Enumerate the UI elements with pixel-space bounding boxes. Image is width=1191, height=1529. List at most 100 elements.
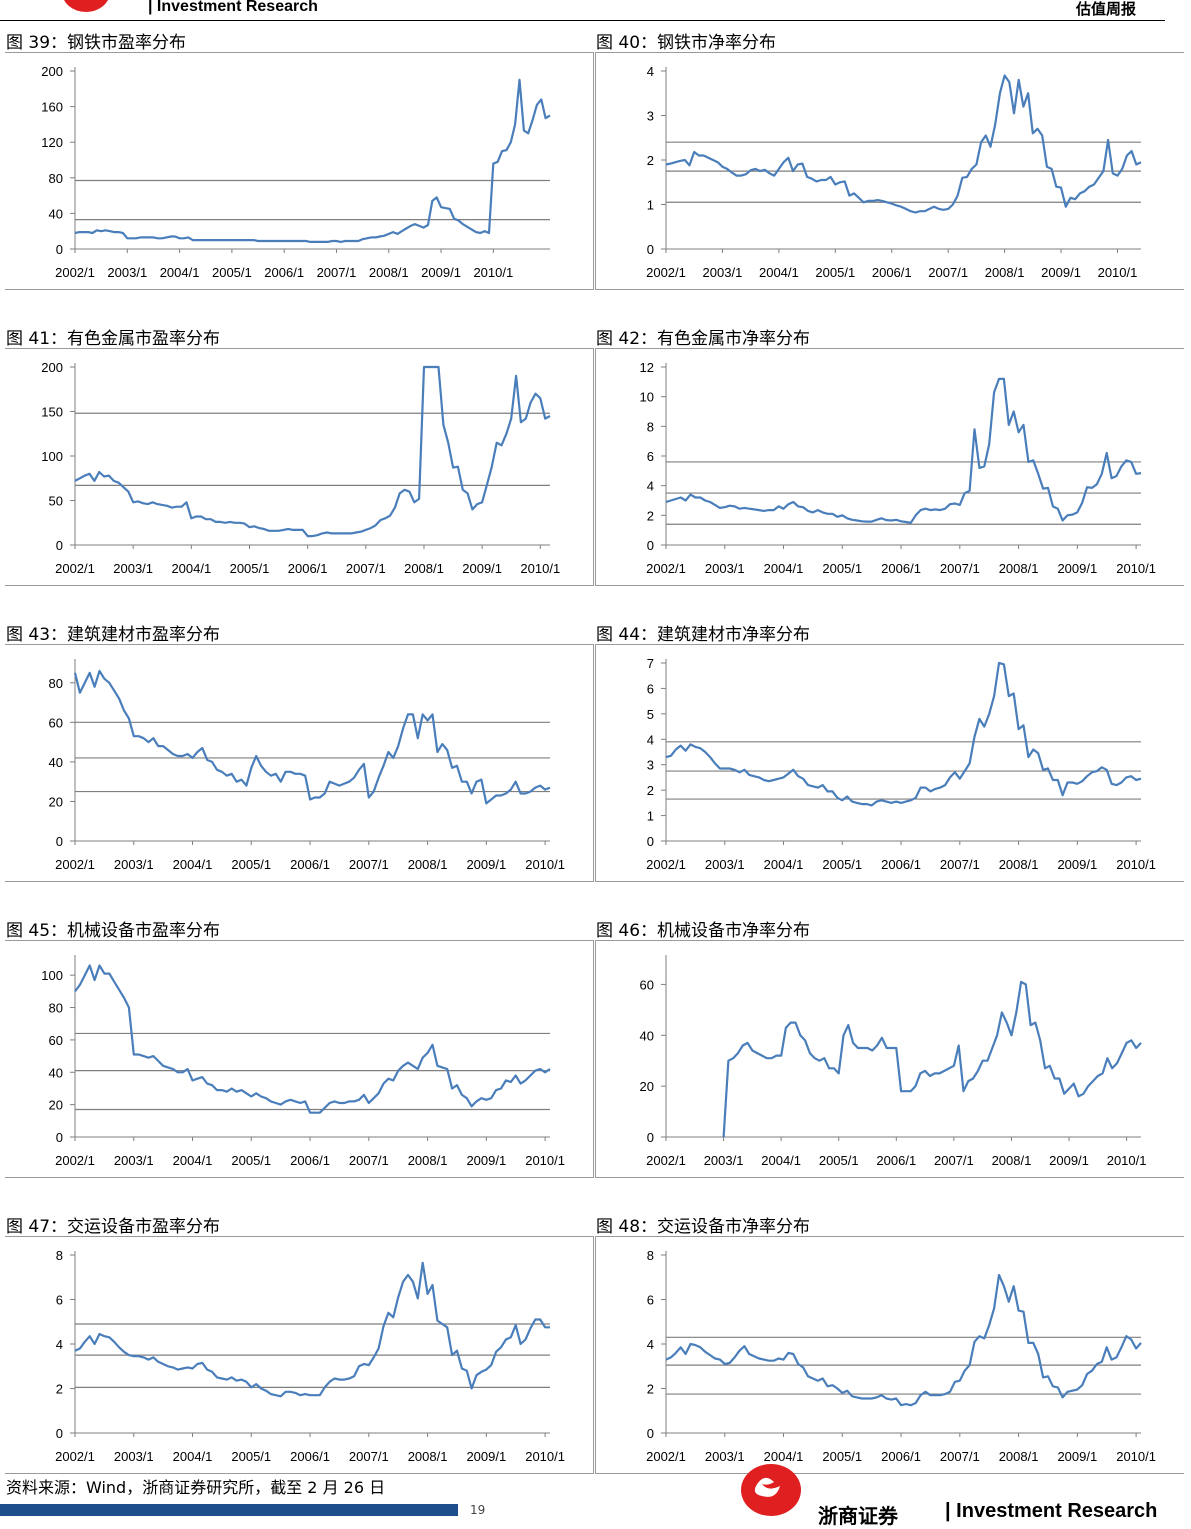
x-tick-label: 2009/1 [1041,265,1081,280]
chart-48: 0 2 4 6 8 2002/1 2003/1 2004/1 2005/1 2006/1 2007/… [646,1248,1156,1464]
x-tick-label: 2009/1 [1057,857,1097,872]
x-tick-label: 2008/1 [408,857,448,872]
x-tick-label: 2010/1 [525,1153,565,1168]
x-tick-label: 2005/1 [822,857,862,872]
chart-41: 0 50 100 150 200 2002/1 2003/1 2004/1 2005/1 2006… [41,360,560,576]
y-tick-label: 4 [647,479,654,494]
x-tick-label: 2005/1 [231,1449,271,1464]
data-source-note: 资料来源：Wind，浙商证券研究所，截至 2 月 26 日 [6,1478,386,1497]
y-tick-label: 1 [647,198,654,213]
x-tick-label: 2007/1 [346,561,386,576]
x-tick-label: 2008/1 [408,1449,448,1464]
x-tick-label: 2007/1 [940,857,980,872]
y-tick-label: 6 [647,1293,654,1308]
y-tick-label: 40 [49,206,63,221]
x-tick-label: 2005/1 [822,1449,862,1464]
y-tick-label: 10 [640,390,654,405]
chart-panel-46: 0 20 40 60 2002/1 2003/1 2004/1 2005/1 2006/1 200… [595,940,1184,1178]
y-tick-label: 160 [41,100,63,115]
x-tick-label: 2008/1 [404,561,444,576]
y-tick-label: 2 [56,1382,63,1397]
x-tick-label: 2006/1 [264,265,304,280]
x-tick-label: 2007/1 [934,1153,974,1168]
figure-42-title: 图 42：有色金属市净率分布 [596,329,811,349]
series-line [74,365,551,538]
x-tick-label: 2010/1 [473,265,513,280]
y-tick-label: 8 [56,1248,63,1263]
y-tick-label: 0 [647,1426,654,1441]
y-tick-label: 100 [41,449,63,464]
x-tick-label: 2004/1 [764,561,804,576]
y-tick-label: 0 [56,1426,63,1441]
x-tick-label: 2003/1 [114,857,154,872]
page-number: 19 [470,1503,486,1517]
company-logo-icon [64,0,108,12]
y-tick-label: 100 [41,968,63,983]
x-tick-label: 2005/1 [815,265,855,280]
y-tick-label: 6 [647,449,654,464]
x-tick-label: 2010/1 [1116,1449,1156,1464]
series-line [665,1273,1142,1407]
figure-46-title: 图 46：机械设备市净率分布 [596,921,811,941]
x-tick-label: 2010/1 [520,561,560,576]
page-header: | Investment Research 估值周报 [0,0,1191,22]
chart-42: 0 2 4 6 8 10 12 2002/1 2003/1 2004/1 2005/1 2006/1 2… [640,360,1156,576]
y-tick-label: 60 [49,715,63,730]
x-tick-label: 2003/1 [107,265,147,280]
y-tick-label: 3 [647,109,654,124]
series-line [665,377,1142,524]
y-tick-label: 80 [49,1001,63,1016]
x-tick-label: 2009/1 [1057,1449,1097,1464]
x-tick-label: 2002/1 [55,857,95,872]
x-tick-label: 2008/1 [999,1449,1039,1464]
x-tick-label: 2004/1 [764,1449,804,1464]
y-tick-label: 1 [647,809,654,824]
x-tick-label: 2002/1 [646,1449,686,1464]
y-tick-label: 0 [647,538,654,553]
x-tick-label: 2010/1 [1116,561,1156,576]
y-tick-label: 4 [647,1337,654,1352]
figure-41-title: 图 41：有色金属市盈率分布 [6,329,221,349]
x-tick-label: 2007/1 [940,561,980,576]
y-tick-label: 2 [647,1382,654,1397]
y-tick-label: 50 [49,494,63,509]
y-tick-label: 200 [41,360,63,375]
x-tick-label: 2002/1 [646,1153,686,1168]
series-line [74,78,551,243]
footer-research-label: | Investment Research [945,1500,1157,1523]
x-tick-label: 2003/1 [704,1153,744,1168]
x-tick-label: 2006/1 [290,1153,330,1168]
x-tick-label: 2010/1 [525,857,565,872]
x-tick-label: 2008/1 [992,1153,1032,1168]
figure-39-title: 图 39：钢铁市盈率分布 [6,33,187,53]
y-tick-label: 80 [49,171,63,186]
x-tick-label: 2010/1 [1116,857,1156,872]
x-tick-label: 2006/1 [288,561,328,576]
x-tick-label: 2008/1 [985,265,1025,280]
x-tick-label: 2010/1 [1098,265,1138,280]
figure-45-title: 图 45：机械设备市盈率分布 [6,921,221,941]
x-tick-label: 2002/1 [646,265,686,280]
x-tick-label: 2007/1 [317,265,357,280]
x-tick-label: 2004/1 [173,1153,213,1168]
y-tick-label: 3 [647,758,654,773]
y-tick-label: 2 [647,508,654,523]
x-tick-label: 2007/1 [928,265,968,280]
series-line [722,980,1142,1138]
y-tick-label: 4 [647,64,654,79]
y-tick-label: 4 [56,1337,63,1352]
x-tick-label: 2003/1 [705,1449,745,1464]
x-tick-label: 2008/1 [999,857,1039,872]
x-tick-label: 2006/1 [290,1449,330,1464]
y-tick-label: 2 [647,783,654,798]
x-tick-label: 2008/1 [369,265,409,280]
figure-40-title: 图 40：钢铁市净率分布 [596,33,777,53]
x-tick-label: 2008/1 [408,1153,448,1168]
y-tick-label: 0 [647,834,654,849]
chart-panel-48: 0 2 4 6 8 2002/1 2003/1 2004/1 2005/1 2006/1 2007/… [595,1236,1184,1474]
x-tick-label: 2005/1 [231,1153,271,1168]
x-tick-label: 2002/1 [55,1153,95,1168]
header-divider [0,20,1165,21]
footer-company-name: 浙商证券 [818,1504,898,1528]
x-tick-label: 2004/1 [171,561,211,576]
